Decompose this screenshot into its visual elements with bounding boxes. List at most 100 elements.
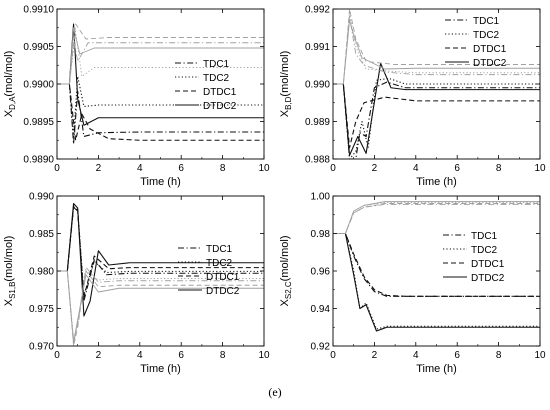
y-tick-label: 0.980 <box>29 267 54 278</box>
x-tick-label: 0 <box>54 163 60 174</box>
y-axis-label: XS1,B(mol/mol) <box>3 236 17 307</box>
y-axis-label: XS2,C(mol/mol) <box>279 236 293 307</box>
x-axis-label: Time (h) <box>416 176 457 188</box>
y-tick-label: 0.9890 <box>23 155 54 166</box>
series-line-gray-dash <box>57 23 264 85</box>
chart-panel-xda: 0 2 4 6 8 10 0.9890 0.9895 0.9900 0.9905 0.9910 Tim… <box>3 5 270 189</box>
y-tick-label: 0.9895 <box>23 117 54 128</box>
legend: TDC1 TDC2 DTDC1 DTDC2 <box>443 231 505 284</box>
x-tick-label: 2 <box>372 350 378 361</box>
legend-label-tdc2: TDC2 <box>471 245 498 256</box>
series-group <box>333 201 540 332</box>
chart-panel-xbd: 0 2 4 6 8 10 0.988 0.989 0.990 0.991 0.992 Time (h)… <box>279 5 546 189</box>
x-tick-label: 6 <box>454 163 460 174</box>
x-tick-label: 8 <box>496 163 502 174</box>
legend: TDC1 TDC2 DTDC1 DTDC2 <box>175 59 237 112</box>
x-tick-label: 8 <box>220 350 226 361</box>
y-tick-label: 0.975 <box>29 304 54 315</box>
x-tick-label: 2 <box>96 350 102 361</box>
series-line-gray-dot <box>333 12 540 85</box>
series-line-gray-dashdot <box>57 38 264 85</box>
series-line-gray-dot <box>57 31 264 85</box>
legend-label-tdc2: TDC2 <box>206 258 233 269</box>
x-tick-label: 4 <box>413 163 419 174</box>
x-tick-label: 8 <box>220 163 226 174</box>
x-tick-label: 10 <box>258 163 270 174</box>
y-tick-label: 0.9910 <box>23 5 54 16</box>
x-tick-label: 6 <box>178 163 184 174</box>
x-tick-label: 2 <box>96 163 102 174</box>
legend-label-dtdc1: DTDC1 <box>206 272 240 283</box>
series-line-tdc2 <box>333 232 540 330</box>
series-group <box>57 23 264 145</box>
series-line-dtdc2 <box>333 232 540 332</box>
y-tick-label: 0.98 <box>311 229 331 240</box>
legend-label-tdc1: TDC1 <box>471 231 498 242</box>
x-tick-label: 10 <box>534 163 546 174</box>
legend-label-dtdc2: DTDC2 <box>203 101 237 112</box>
x-tick-label: 8 <box>496 350 502 361</box>
x-tick-label: 0 <box>54 350 60 361</box>
y-tick-label: 0.985 <box>29 229 54 240</box>
series-line-tdc1 <box>333 232 540 297</box>
series-line-gray-dot <box>333 202 540 234</box>
series-group <box>57 202 264 346</box>
series-line-gray-dashdot <box>333 203 540 234</box>
legend-label-tdc1: TDC1 <box>206 244 233 255</box>
series-line-gray-dashdot <box>333 16 540 85</box>
legend-label-dtdc2: DTDC2 <box>206 286 240 297</box>
y-tick-label: 0.990 <box>305 80 330 91</box>
y-tick-label: 0.990 <box>29 192 54 203</box>
y-tick-label: 0.992 <box>305 5 330 16</box>
series-line-dtdc1 <box>57 83 264 141</box>
series-line-dtdc1 <box>333 232 540 297</box>
series-line-gray-solid <box>57 270 264 343</box>
x-tick-label: 4 <box>137 163 143 174</box>
plot-frame <box>56 8 265 160</box>
series-line-tdc1 <box>333 81 540 159</box>
y-tick-label: 0.988 <box>305 155 330 166</box>
y-axis-label: XB,D(mol/mol) <box>279 51 293 118</box>
y-tick-label: 0.96 <box>311 267 331 278</box>
x-tick-label: 6 <box>454 350 460 361</box>
y-tick-label: 0.92 <box>311 342 331 353</box>
x-tick-label: 6 <box>178 350 184 361</box>
x-axis-label: Time (h) <box>140 363 181 375</box>
series-line-gray-dash <box>333 203 540 234</box>
series-line-tdc1 <box>57 206 264 302</box>
series-line-gray-solid <box>57 27 264 85</box>
legend: TDC1 TDC2 DTDC1 DTDC2 <box>178 244 240 297</box>
figure-label: (e) <box>268 385 282 399</box>
legend-label-dtdc1: DTDC1 <box>471 259 505 270</box>
chart-panel-xs2c: 0 2 4 6 8 10 0.92 0.94 0.96 0.98 1.00 Time (h) XS2,C… <box>279 192 546 376</box>
series-line-dtdc1 <box>333 83 540 149</box>
series-line-dtdc2 <box>57 202 264 317</box>
x-axis-label: Time (h) <box>416 363 457 375</box>
legend-label-tdc1: TDC1 <box>473 16 500 27</box>
x-tick-label: 10 <box>258 350 270 361</box>
series-line-tdc2 <box>57 75 264 138</box>
legend-label-tdc2: TDC2 <box>203 73 230 84</box>
series-group <box>333 9 540 159</box>
x-tick-label: 10 <box>534 350 546 361</box>
y-tick-label: 0.94 <box>311 304 331 315</box>
x-tick-label: 4 <box>137 350 143 361</box>
legend: TDC1 TDC2 DTDC1 DTDC2 <box>445 16 507 69</box>
legend-label-tdc1: TDC1 <box>203 59 230 70</box>
series-line-dtdc2 <box>333 62 540 156</box>
x-tick-label: 0 <box>330 350 336 361</box>
series-line-gray-solid <box>333 19 540 85</box>
series-line-gray-solid <box>333 201 540 234</box>
plot-frame <box>332 195 541 347</box>
x-tick-label: 4 <box>413 350 419 361</box>
x-tick-label: 0 <box>330 163 336 174</box>
y-tick-label: 0.970 <box>29 342 54 353</box>
legend-label-dtdc2: DTDC2 <box>471 273 505 284</box>
series-line-tdc2 <box>333 77 540 159</box>
legend-label-tdc2: TDC2 <box>473 30 500 41</box>
y-tick-label: 0.9900 <box>23 80 54 91</box>
y-tick-label: 0.989 <box>305 117 330 128</box>
y-tick-label: 0.9905 <box>23 42 54 53</box>
y-axis-label: XD,A(mol/mol) <box>3 51 17 118</box>
